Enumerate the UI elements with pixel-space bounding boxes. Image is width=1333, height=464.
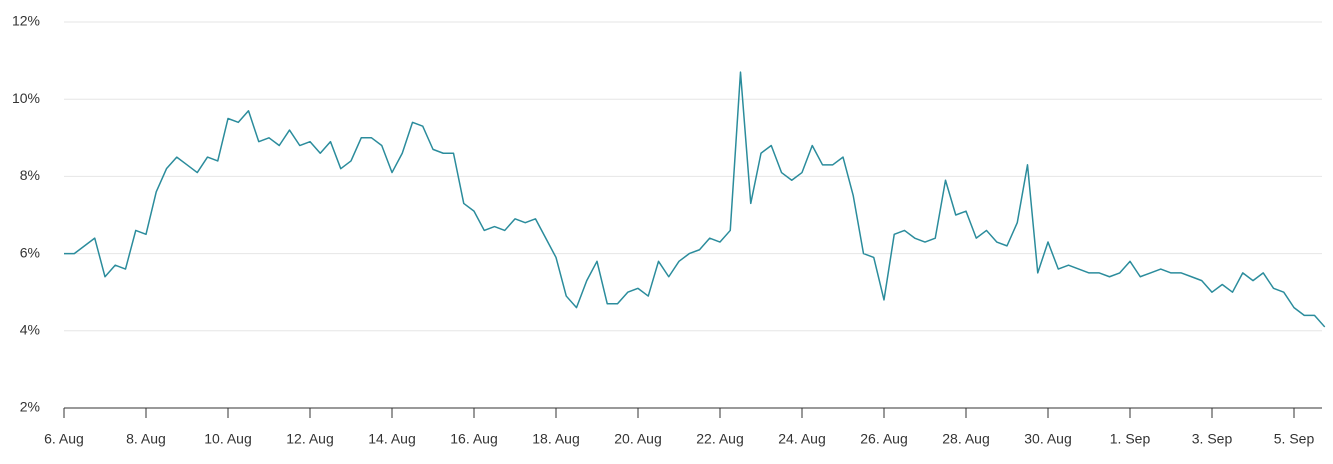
x-tick-label: 3. Sep	[1192, 431, 1233, 447]
y-tick-label: 10%	[12, 90, 40, 106]
y-tick-label: 12%	[12, 13, 40, 29]
y-tick-label: 6%	[20, 244, 40, 260]
x-tick-label: 12. Aug	[286, 431, 334, 447]
x-tick-label: 22. Aug	[696, 431, 744, 447]
x-tick-label: 8. Aug	[126, 431, 166, 447]
y-tick-label: 4%	[20, 322, 40, 338]
x-tick-label: 14. Aug	[368, 431, 416, 447]
data-line	[64, 71, 1326, 328]
x-tick-label: 30. Aug	[1024, 431, 1072, 447]
y-tick-label: 2%	[20, 399, 40, 415]
x-tick-label: 16. Aug	[450, 431, 498, 447]
x-tick-label: 1. Sep	[1110, 431, 1151, 447]
x-tick-label: 18. Aug	[532, 431, 580, 447]
x-tick-label: 26. Aug	[860, 431, 908, 447]
x-tick-label: 5. Sep	[1274, 431, 1315, 447]
x-tick-label: 24. Aug	[778, 431, 826, 447]
x-tick-label: 28. Aug	[942, 431, 990, 447]
x-tick-label: 20. Aug	[614, 431, 662, 447]
x-tick-label: 6. Aug	[44, 431, 84, 447]
x-tick-label: 10. Aug	[204, 431, 252, 447]
y-tick-label: 8%	[20, 167, 40, 183]
